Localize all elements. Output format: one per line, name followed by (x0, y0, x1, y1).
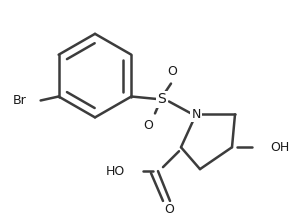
Text: S: S (158, 92, 166, 106)
Text: O: O (164, 203, 174, 216)
Text: N: N (191, 108, 201, 121)
Text: O: O (143, 119, 153, 132)
Text: OH: OH (270, 141, 289, 154)
Text: O: O (167, 65, 177, 78)
Text: HO: HO (106, 165, 125, 178)
Text: Br: Br (13, 94, 26, 107)
